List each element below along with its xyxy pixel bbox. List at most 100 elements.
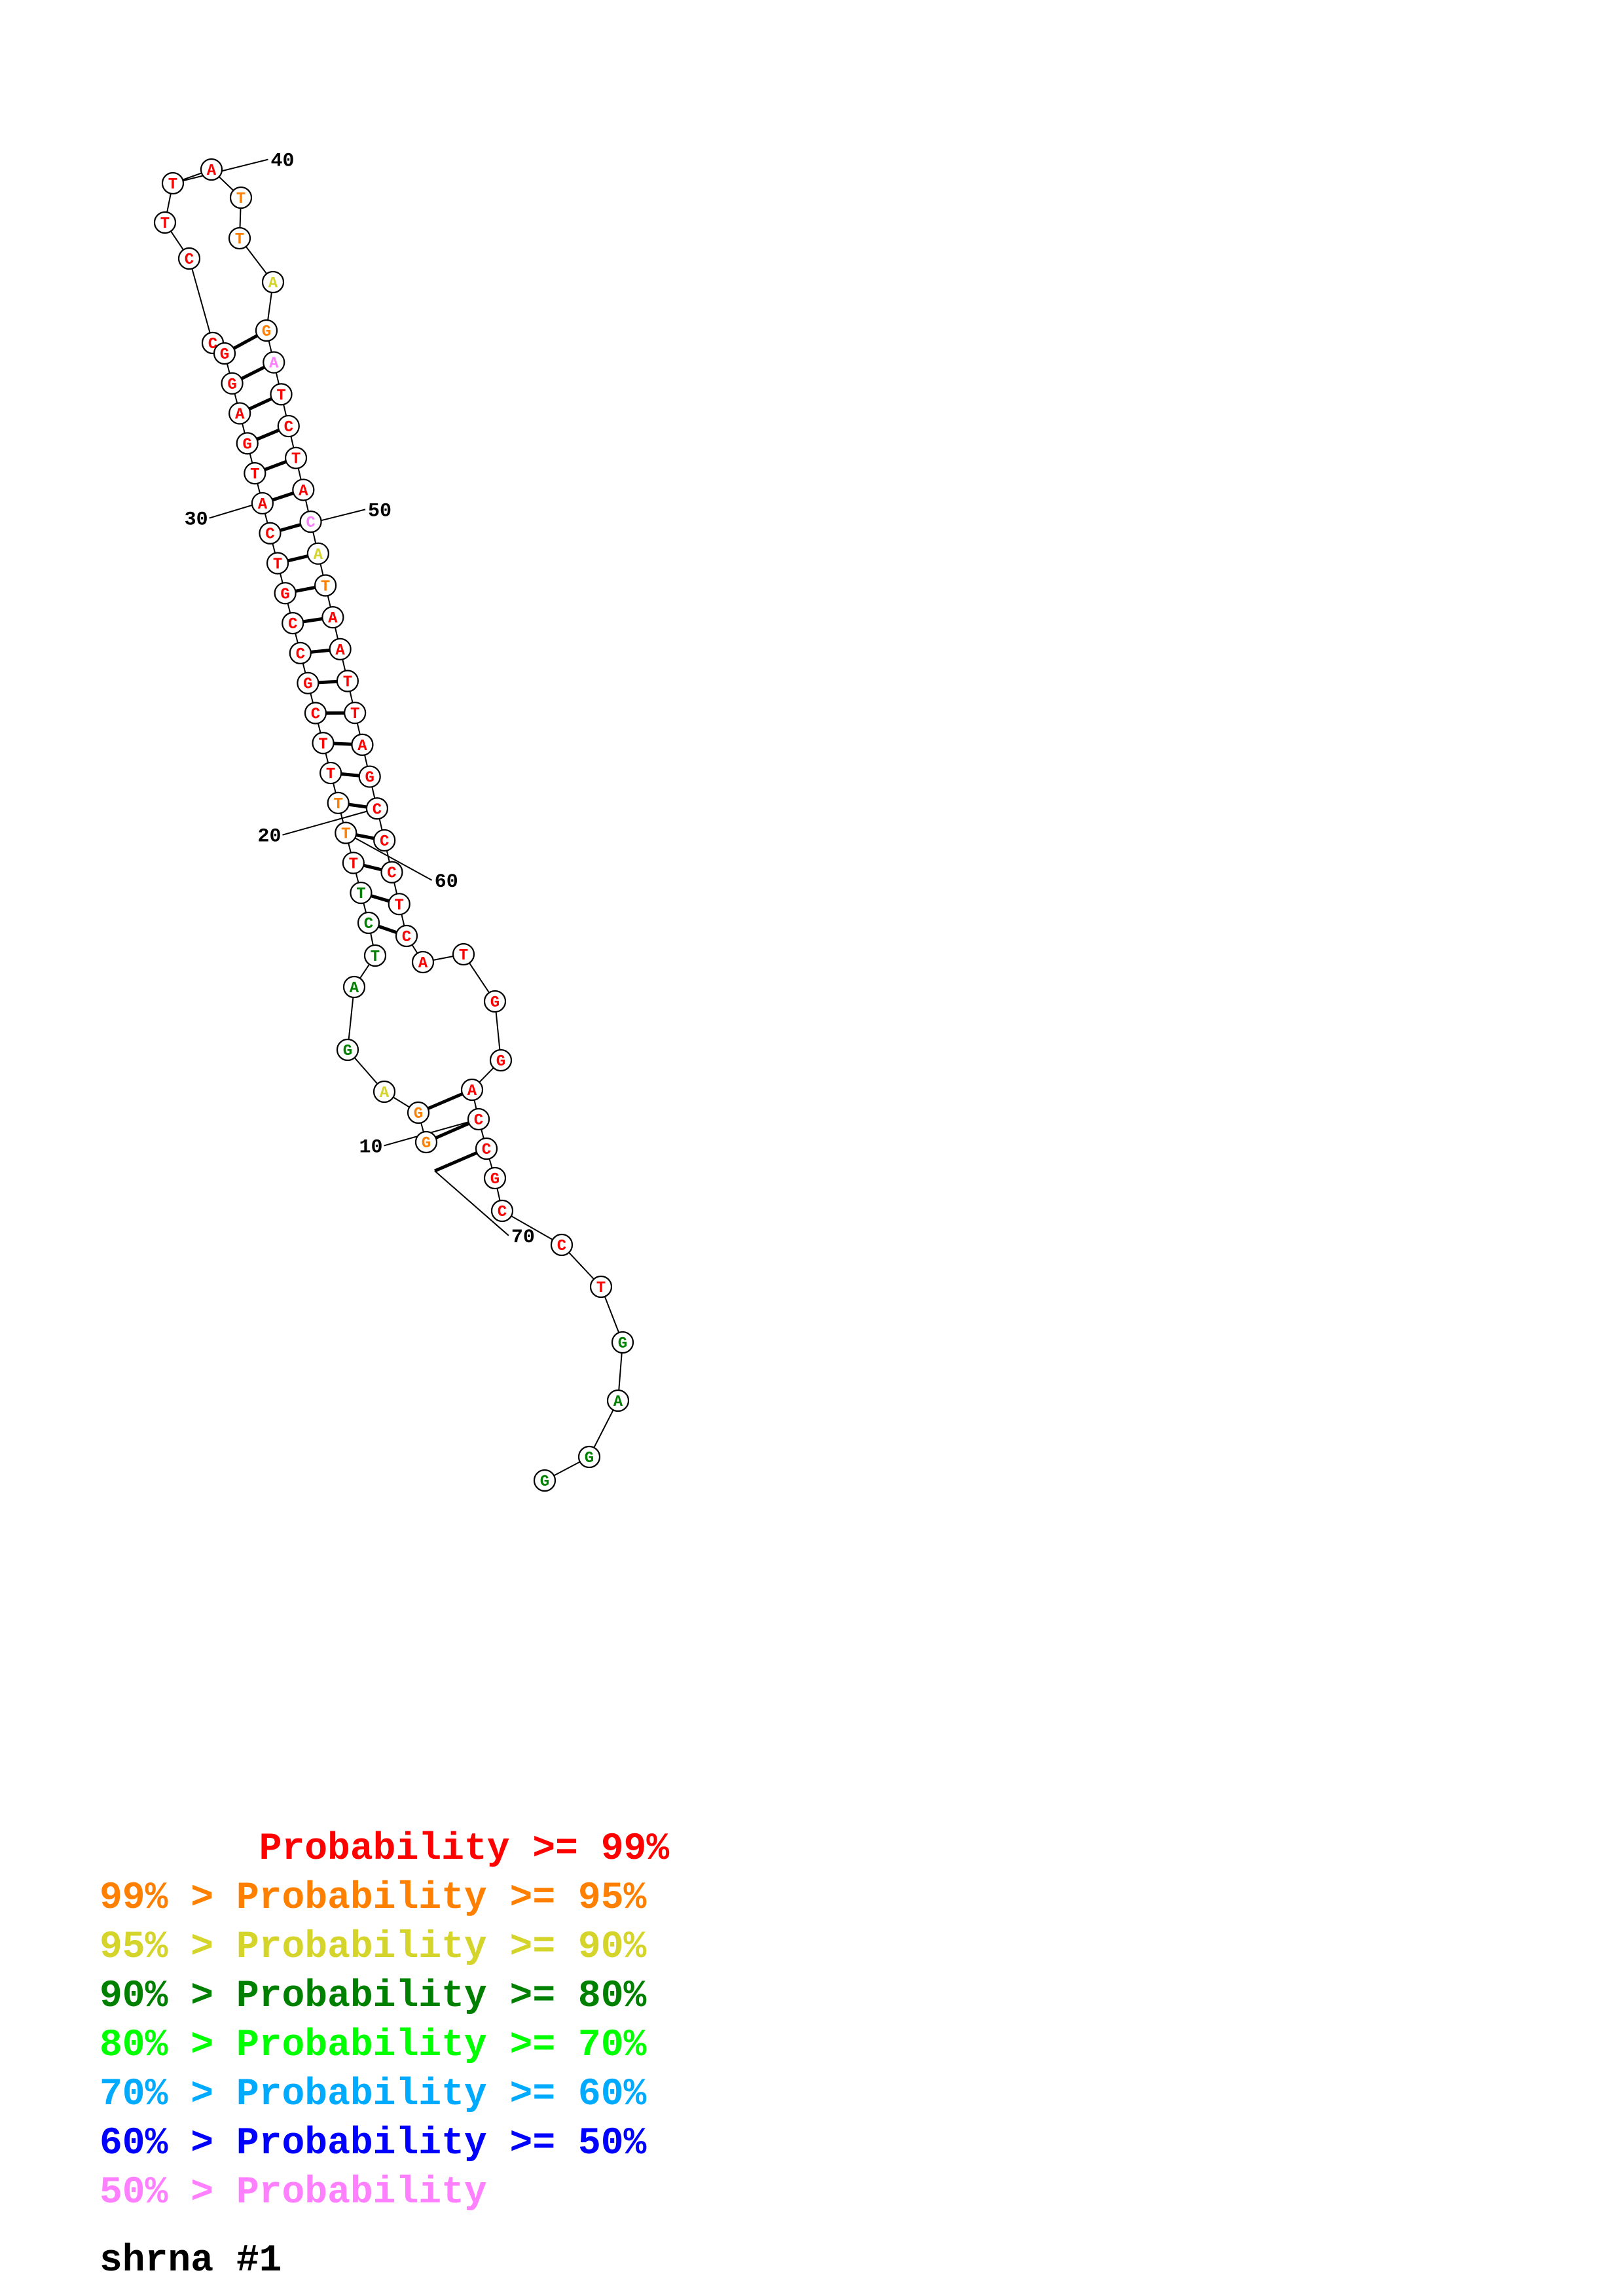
nucleotide: G — [414, 1130, 438, 1154]
nucleotide-circle — [589, 1275, 613, 1299]
nucleotide-letter: T — [459, 947, 468, 965]
nucleotide: C — [282, 612, 304, 635]
nucleotide-circle — [342, 852, 365, 874]
nucleotide-circle — [344, 702, 367, 725]
position-label: 20 — [258, 826, 282, 848]
nucleotide-circle — [161, 171, 185, 195]
nucleotide-circle — [358, 765, 381, 788]
position-label: 40 — [271, 151, 295, 173]
nucleotide-circle — [284, 446, 308, 469]
nucleotide: A — [228, 402, 251, 425]
legend-prefix: 50% > — [100, 2172, 236, 2214]
nucleotide-letter: G — [343, 1043, 352, 1060]
nucleotide-letter: T — [395, 897, 404, 914]
nucleotide-letter: A — [258, 496, 268, 514]
nucleotide: T — [336, 670, 359, 692]
nucleotide: A — [261, 270, 285, 294]
nucleotide: T — [327, 791, 350, 814]
nucleotide: T — [342, 852, 365, 874]
nucleotide-circle — [229, 186, 253, 209]
nucleotide-circle — [452, 942, 475, 966]
legend-prefix: 95% > — [100, 1926, 236, 1969]
legend-label: Probability >= 60% — [236, 2073, 647, 2116]
nucleotide: T — [388, 893, 410, 916]
nucleotide-letter: T — [160, 215, 170, 233]
nucleotide: T — [161, 171, 185, 195]
nucleotide-letter: T — [273, 556, 282, 574]
nucleotide-circle — [177, 247, 201, 270]
legend-prefix — [100, 1828, 259, 1871]
nucleotide-circle — [236, 432, 259, 455]
nucleotide: G — [483, 1166, 507, 1190]
nucleotide-circle — [342, 975, 366, 999]
nucleotide-circle — [263, 351, 285, 374]
nucleotide-circle — [259, 522, 282, 545]
nucleotide-letter: C — [306, 514, 315, 532]
nucleotide: A — [200, 158, 223, 181]
nucleotide-circle — [251, 492, 274, 515]
nucleotide: C — [365, 797, 389, 820]
legend-prefix: 90% > — [100, 1975, 236, 2018]
nucleotide: C — [490, 1199, 514, 1223]
nucleotide-letter: T — [333, 796, 342, 814]
nucleotide: A — [351, 733, 374, 756]
legend-label: Probability — [236, 2172, 487, 2214]
nucleotide-circle — [388, 893, 410, 916]
nucleotides: GGAGTCCGCCAGGTACTCCCGATTAATACATCTAGATTAT… — [153, 158, 634, 1492]
backbone-lines — [164, 168, 624, 1481]
nucleotide: C — [475, 1137, 498, 1160]
nucleotide-circle — [335, 821, 357, 844]
nucleotide: G — [213, 342, 236, 365]
nucleotide: C — [357, 911, 380, 935]
nucleotide: G — [221, 372, 244, 395]
legend-prefix: 60% > — [100, 2123, 236, 2165]
nucleotide: G — [358, 765, 381, 788]
legend-row: 60% > Probability >= 50% — [100, 2119, 669, 2168]
nucleotide-circle — [327, 791, 350, 814]
nucleotide: C — [299, 511, 322, 533]
nucleotide-circle — [577, 1445, 601, 1469]
nucleotide-circle — [277, 414, 300, 438]
nucleotide-letter: A — [357, 738, 367, 755]
legend-row: 80% > Probability >= 70% — [100, 2021, 669, 2070]
nucleotide: A — [306, 542, 329, 565]
legend-prefix: 80% > — [100, 2024, 236, 2067]
nucleotide-letter: G — [490, 1171, 500, 1189]
nucleotide-circle — [363, 944, 387, 967]
nucleotide: G — [611, 1331, 634, 1354]
nucleotide: C — [380, 861, 403, 884]
nucleotide-letter: T — [318, 736, 327, 753]
nucleotide-circle — [270, 383, 293, 406]
nucleotide-letter: C — [482, 1141, 491, 1159]
position-label: 50 — [368, 500, 392, 522]
nucleotide-circle — [319, 761, 342, 785]
nucleotide-circle — [314, 574, 337, 597]
nucleotide-letter: G — [303, 676, 312, 694]
nucleotide: T — [266, 552, 289, 575]
nucleotide-circle — [407, 1101, 430, 1124]
probability-legend: Probability >= 99% 99% > Probability >= … — [100, 1825, 669, 2217]
nucleotide: T — [344, 702, 367, 725]
nucleotide-letter: A — [268, 275, 278, 293]
nucleotide-letter: T — [596, 1280, 606, 1297]
position-label: 10 — [359, 1136, 383, 1158]
legend-row: 90% > Probability >= 80% — [100, 1972, 669, 2021]
nucleotide-letter: C — [296, 646, 305, 664]
nucleotide-circle — [228, 402, 251, 425]
nucleotide-letter: G — [365, 770, 374, 787]
nucleotide-circle — [266, 552, 289, 575]
nucleotide: C — [467, 1107, 490, 1131]
nucleotide-letter: T — [349, 855, 358, 873]
nucleotide-letter: T — [276, 387, 285, 404]
nucleotide-circle — [221, 372, 244, 395]
nucleotide-letter: C — [380, 833, 389, 851]
nucleotide-circle — [261, 270, 285, 294]
nucleotide-circle — [414, 1130, 438, 1154]
nucleotide: G — [274, 582, 297, 605]
nucleotide-letter: T — [235, 231, 244, 249]
nucleotide-letter: C — [373, 801, 382, 819]
nucleotide-letter: C — [288, 616, 297, 634]
nucleotide-letter: G — [618, 1335, 627, 1353]
nucleotide-letter: T — [250, 466, 259, 484]
nucleotide-letter: G — [414, 1105, 423, 1123]
